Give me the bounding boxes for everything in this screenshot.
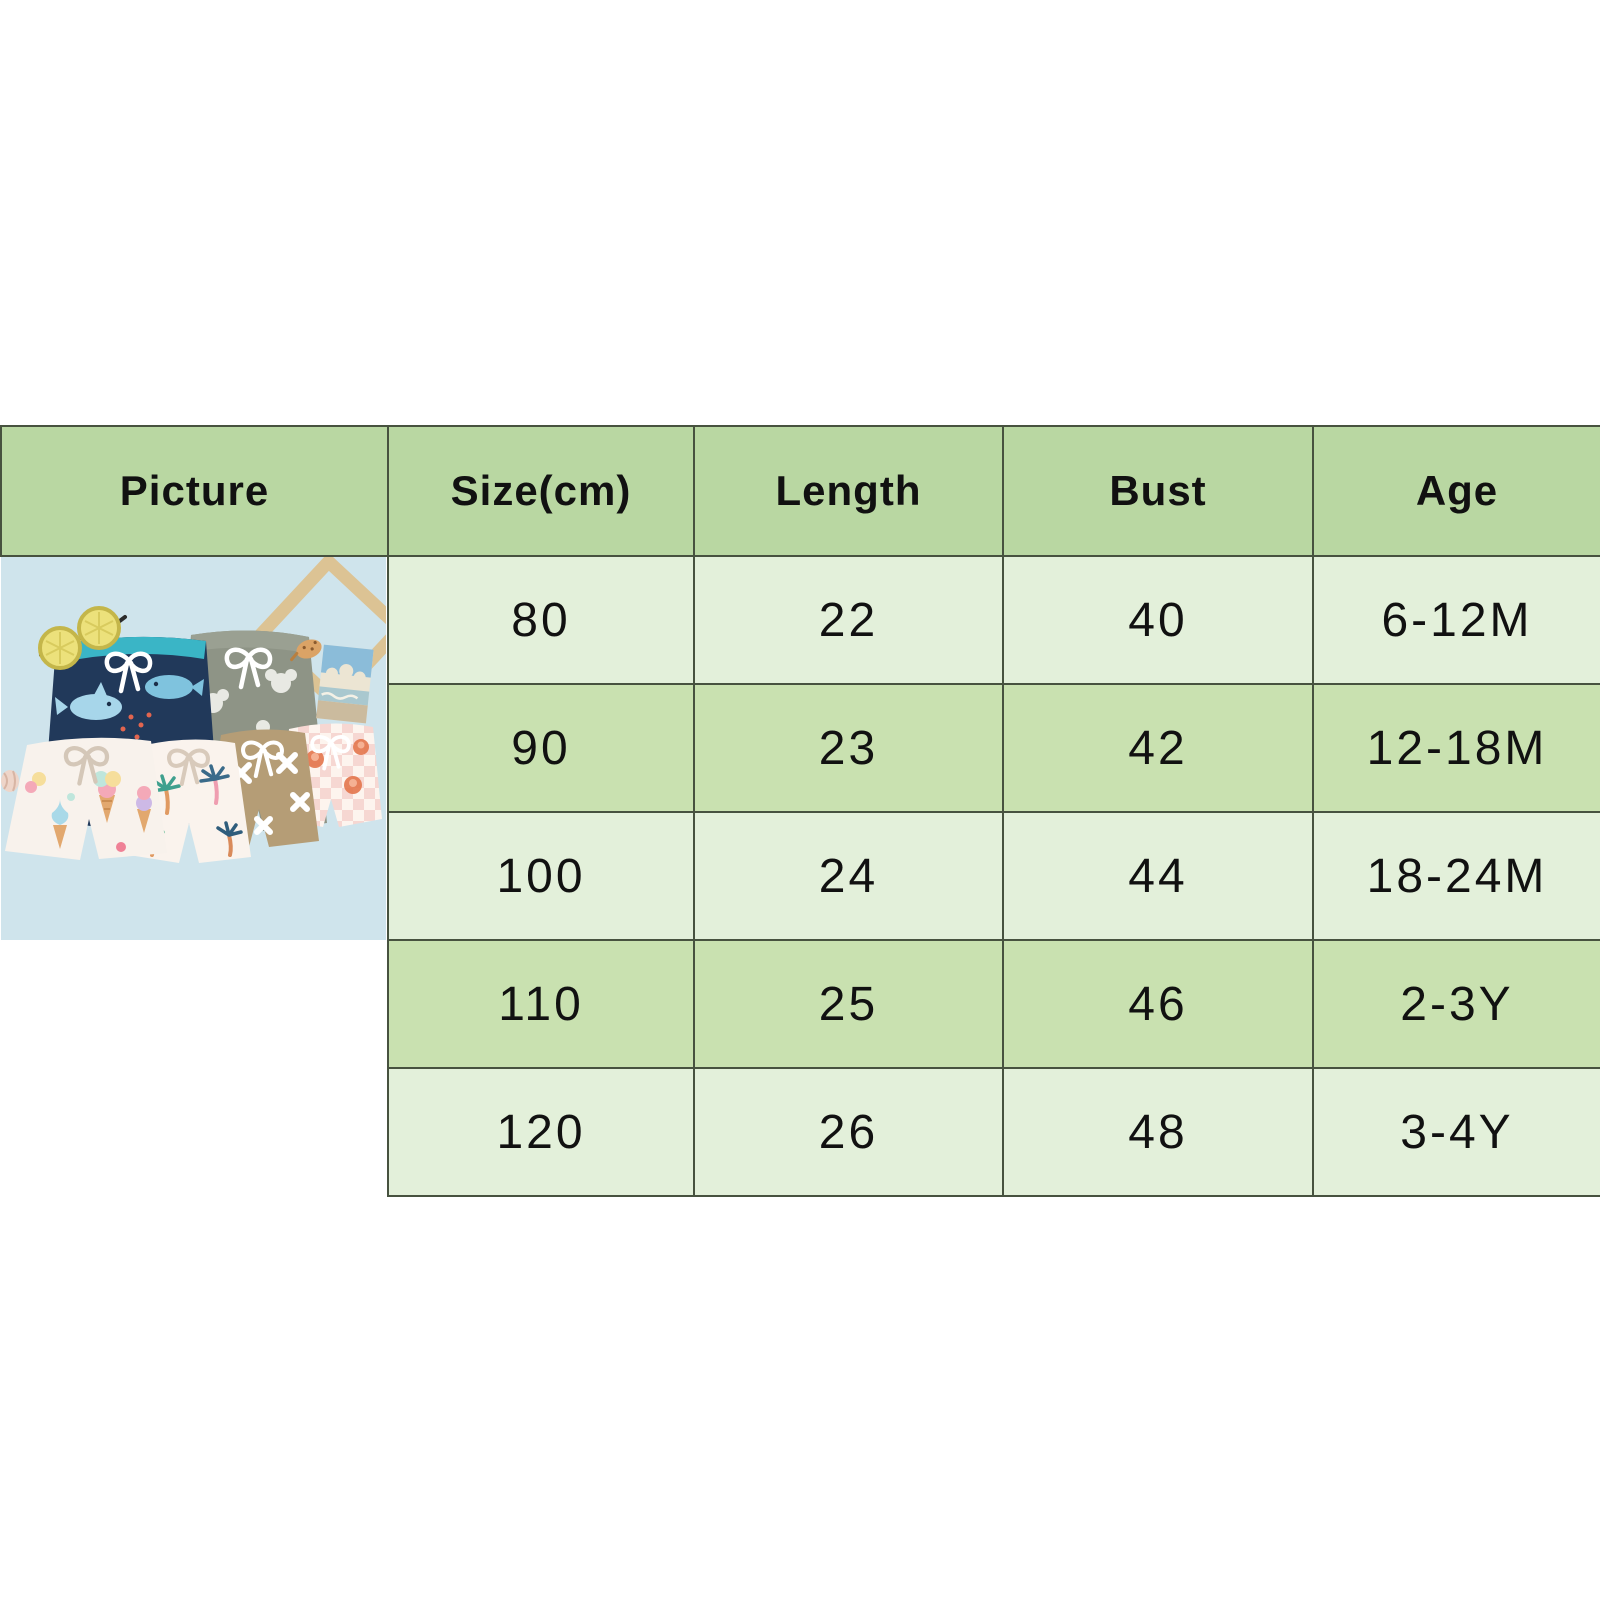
cell-age: 2-3Y — [1312, 939, 1600, 1069]
header-row: Picture Size(cm) Length Bust Age — [0, 425, 1600, 557]
sunglasses — [38, 606, 127, 670]
cell-size: 120 — [387, 1067, 695, 1197]
cell-bust: 44 — [1002, 811, 1314, 941]
cell-bust: 42 — [1002, 683, 1314, 813]
cell-size: 100 — [387, 811, 695, 941]
col-header-picture: Picture — [0, 425, 389, 557]
cell-bust: 40 — [1002, 555, 1314, 685]
cell-size: 110 — [387, 939, 695, 1069]
product-photo: SHAR — [1, 557, 386, 940]
cell-age: 18-24M — [1312, 811, 1600, 941]
cell-age: 12-18M — [1312, 683, 1600, 813]
table-row: SHAR — [1, 555, 1600, 1196]
table-row: 90 23 42 12-18M — [1, 683, 1600, 813]
cell-age: 3-4Y — [1312, 1067, 1600, 1197]
cell-length: 26 — [693, 1067, 1004, 1197]
cell-age: 6-12M — [1312, 555, 1600, 685]
cell-bust: 48 — [1002, 1067, 1314, 1197]
cell-size: 80 — [387, 555, 695, 685]
cell-bust: 46 — [1002, 939, 1314, 1069]
table-row: 120 26 48 3-4Y — [1, 1067, 1600, 1197]
beach-painting — [316, 644, 374, 724]
col-header-length: Length — [693, 425, 1004, 557]
cell-length: 24 — [693, 811, 1004, 941]
icecream-shorts — [5, 737, 167, 860]
col-header-bust: Bust — [1002, 425, 1314, 557]
cell-length: 25 — [693, 939, 1004, 1069]
seashell-on-frame — [290, 639, 322, 662]
cell-length: 22 — [693, 555, 1004, 685]
cell-length: 23 — [693, 683, 1004, 813]
picture-cell: SHAR — [1, 556, 388, 1196]
seashell-left — [1, 770, 19, 792]
table-row: 100 24 44 18-24M — [1, 811, 1600, 941]
icecream-print — [25, 771, 152, 852]
col-header-age: Age — [1312, 425, 1600, 557]
col-header-size: Size(cm) — [387, 425, 695, 557]
size-chart-table: Picture Size(cm) Length Bust Age — [0, 425, 1600, 1197]
table-row: 110 25 46 2-3Y — [1, 939, 1600, 1069]
cell-size: 90 — [387, 683, 695, 813]
